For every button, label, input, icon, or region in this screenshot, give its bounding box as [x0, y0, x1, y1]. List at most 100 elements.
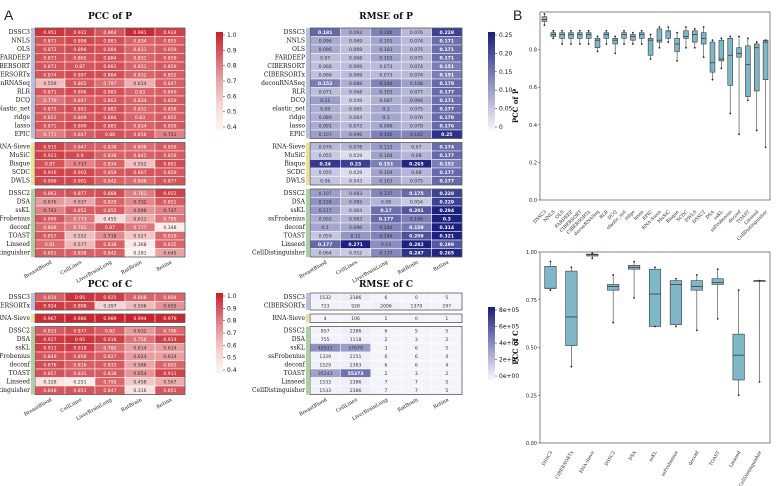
cell-value: 0.842 — [103, 250, 116, 256]
cell-value: 6 — [415, 362, 418, 368]
cell-value: 0.871 — [43, 89, 56, 95]
cell-value: 0.838 — [103, 144, 116, 150]
box-point — [755, 129, 758, 132]
group-border — [34, 326, 186, 395]
cell-value: 0.075 — [410, 47, 423, 53]
cell-value: 0.897 — [73, 72, 86, 78]
cell-value: 0.808 — [43, 225, 56, 231]
cell-value: 5 — [445, 388, 448, 394]
column-label: RatBrain — [120, 259, 143, 276]
group-color-bar — [306, 28, 309, 139]
row-label: NNLS — [286, 38, 305, 45]
row-label: DSSC2 — [284, 190, 306, 197]
cell-value: 0.201 — [409, 208, 424, 214]
colorbar-segment — [216, 112, 223, 116]
cell-value: 0.181 — [318, 30, 333, 36]
colorbar-segment — [216, 355, 223, 358]
box-point — [667, 26, 670, 28]
cell-value: 0.883 — [103, 64, 116, 70]
box-point — [552, 37, 555, 40]
colorbar-segment — [488, 73, 495, 77]
cell-value: 0.931 — [73, 30, 86, 36]
cell-value: 0.838 — [103, 371, 116, 377]
cell-value: 0.614 — [133, 81, 146, 87]
group-color-bar — [31, 326, 34, 395]
column-label: Retina — [432, 397, 449, 410]
cell-value: 0.06 — [320, 178, 330, 184]
cell-value: 0.104 — [379, 170, 392, 176]
colorbar-segment — [488, 54, 495, 57]
cell-value: 0.859 — [163, 123, 176, 129]
colorbar-segment — [488, 68, 495, 72]
cell-value: 0.852 — [163, 115, 176, 121]
cell-value: 0.884 — [103, 47, 116, 53]
cell-value: 0.077 — [410, 89, 423, 95]
cell-value: 0.9 — [76, 153, 83, 159]
box-point — [738, 35, 740, 38]
cell-value: 4 — [445, 362, 448, 368]
box-point — [614, 35, 617, 38]
cell-value: 0.859 — [163, 55, 176, 61]
colorbar-segment — [216, 36, 223, 40]
cell-value: 0.782 — [103, 345, 116, 351]
colorbar-segment — [488, 93, 495, 97]
cell-value: 0.847 — [163, 81, 176, 87]
cell-value: 1370 — [411, 303, 423, 309]
box-point — [649, 33, 652, 36]
colorbar-tick-label: 0.4 — [227, 124, 237, 131]
colorbar-segment — [216, 311, 223, 314]
row-label: FARDEEP — [275, 55, 305, 62]
box-point — [605, 29, 608, 32]
cell-value: 1533 — [319, 379, 331, 385]
box-point — [758, 279, 761, 282]
colorbar-segment — [488, 120, 495, 124]
y-tick-label: 0.4 — [529, 123, 537, 129]
row-label: MuSiC — [9, 152, 30, 159]
colorbar-segment — [488, 321, 495, 324]
colorbar-segment — [488, 51, 495, 55]
cell-value: 0.898 — [73, 303, 86, 309]
colorbar-segment — [216, 315, 223, 318]
cell-value: 0.091 — [319, 123, 332, 129]
row-label: deconRNASeq — [261, 80, 305, 87]
colorbar-tick-label: 0.5 — [227, 355, 237, 362]
cell-value: 0.085 — [349, 199, 362, 205]
cell-value: 0.834 — [133, 123, 146, 129]
box-point — [758, 380, 761, 383]
row-label: ssFrobenius — [0, 216, 30, 223]
cell-value: 2 — [445, 337, 448, 343]
cell-value: 0.732 — [133, 199, 146, 205]
group-color-bar — [31, 293, 34, 310]
group-border — [309, 188, 463, 258]
cell-value: 0.25 — [441, 132, 452, 138]
cell-value: 0.859 — [163, 170, 176, 176]
cell-value: 0.586 — [133, 362, 146, 368]
colorbar-segment — [216, 83, 223, 87]
colorbar-segment — [488, 368, 495, 371]
colorbar-segment — [488, 112, 495, 116]
cell-value: 0.159 — [409, 225, 424, 231]
x-tick-label: DSSC2 — [604, 450, 617, 467]
row-label: CellDistinguisher — [0, 387, 30, 394]
colorbar-segment — [216, 85, 223, 89]
cell-value: 0.859 — [163, 98, 176, 104]
cell-value: 0.151 — [379, 161, 394, 167]
cell-value: 0.838 — [73, 250, 86, 256]
box-body — [621, 32, 627, 39]
cell-value: 0.151 — [440, 72, 455, 78]
cell-value: 0.137 — [379, 191, 392, 197]
row-label: RNA-Sieve — [0, 315, 30, 322]
x-tick-label: RNA-Sieve — [578, 450, 596, 475]
row-label: RNA-Sieve — [272, 315, 305, 322]
cell-value: 0.871 — [43, 38, 56, 44]
colorbar-segment — [488, 36, 495, 40]
cell-value: 0.737 — [73, 161, 86, 167]
cell-value: 0.251 — [73, 379, 86, 385]
colorbar-segment — [488, 337, 495, 340]
cell-value: 2 — [445, 371, 448, 377]
cell-value: 7 — [415, 379, 418, 385]
colorbar-segment — [216, 115, 223, 119]
cell-value: 0.281 — [133, 250, 146, 256]
cell-value: 0.137 — [379, 250, 392, 256]
x-tick-label: DSSC3 — [541, 450, 554, 467]
